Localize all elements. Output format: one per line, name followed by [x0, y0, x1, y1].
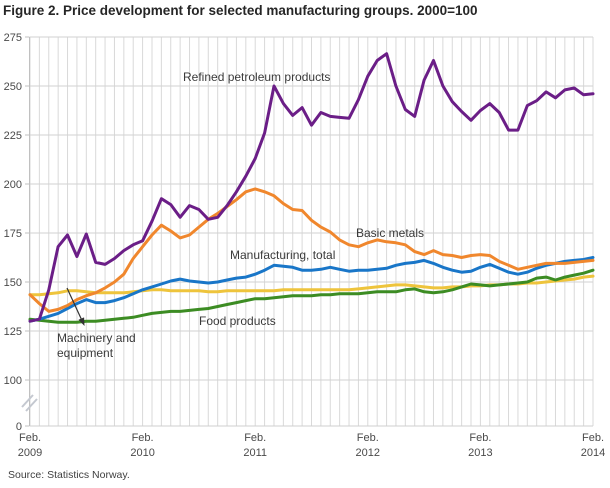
y-axis-tick-label: 0 [16, 421, 22, 433]
series-line-food [28, 268, 595, 324]
series-line-manufacturing [28, 256, 595, 323]
machinery-arrow-line [66, 287, 83, 320]
x-axis-tick-label: Feb. [244, 432, 266, 444]
series-label-manufacturing-total: Manufacturing, total [230, 248, 336, 262]
x-axis-tick-label: Feb. [357, 432, 379, 444]
series-label-basic-metals: Basic metals [356, 226, 425, 240]
y-axis-break-icon [21, 394, 34, 408]
machinery-arrow-head [78, 317, 85, 326]
source-caption: Source: Statistics Norway. [8, 469, 130, 481]
x-axis-tick-label: 2010 [130, 447, 154, 459]
y-axis-tick-label: 250 [4, 81, 22, 93]
x-axis-tick-label: 2014 [581, 447, 605, 459]
series-label-machinery-equipment: Machinery and equipment [57, 331, 136, 361]
x-axis-tick-label: 2013 [468, 447, 492, 459]
series-label-food-products: Food products [199, 314, 276, 328]
x-axis-tick-label: 2011 [243, 447, 267, 459]
chart-title: Figure 2. Price development for selected… [3, 3, 478, 18]
x-axis-tick-label: Feb. [132, 432, 154, 444]
y-axis-tick-label: 200 [4, 179, 22, 191]
y-axis-tick-label: 100 [4, 375, 22, 387]
y-axis-tick-label: 125 [4, 326, 22, 338]
x-axis-tick-label: 2012 [356, 447, 380, 459]
x-axis-tick-label: Feb. [19, 432, 41, 444]
y-axis-tick-label: 275 [4, 32, 22, 44]
y-axis-tick-label: 150 [4, 277, 22, 289]
x-axis-tick-label: 2009 [18, 447, 42, 459]
y-axis-tick-label: 225 [4, 130, 22, 142]
y-axis-break-icon [25, 398, 38, 412]
x-axis-tick-label: Feb. [469, 432, 491, 444]
series-line-refined [28, 52, 595, 323]
series-label-refined-petroleum: Refined petroleum products [183, 70, 331, 84]
series-label-machinery-line2: equipment [57, 346, 114, 360]
series-line-basic [28, 187, 595, 313]
x-axis-tick-label: Feb. [582, 432, 604, 444]
series-label-machinery-line1: Machinery and [57, 331, 136, 345]
y-axis-tick-label: 175 [4, 228, 22, 240]
